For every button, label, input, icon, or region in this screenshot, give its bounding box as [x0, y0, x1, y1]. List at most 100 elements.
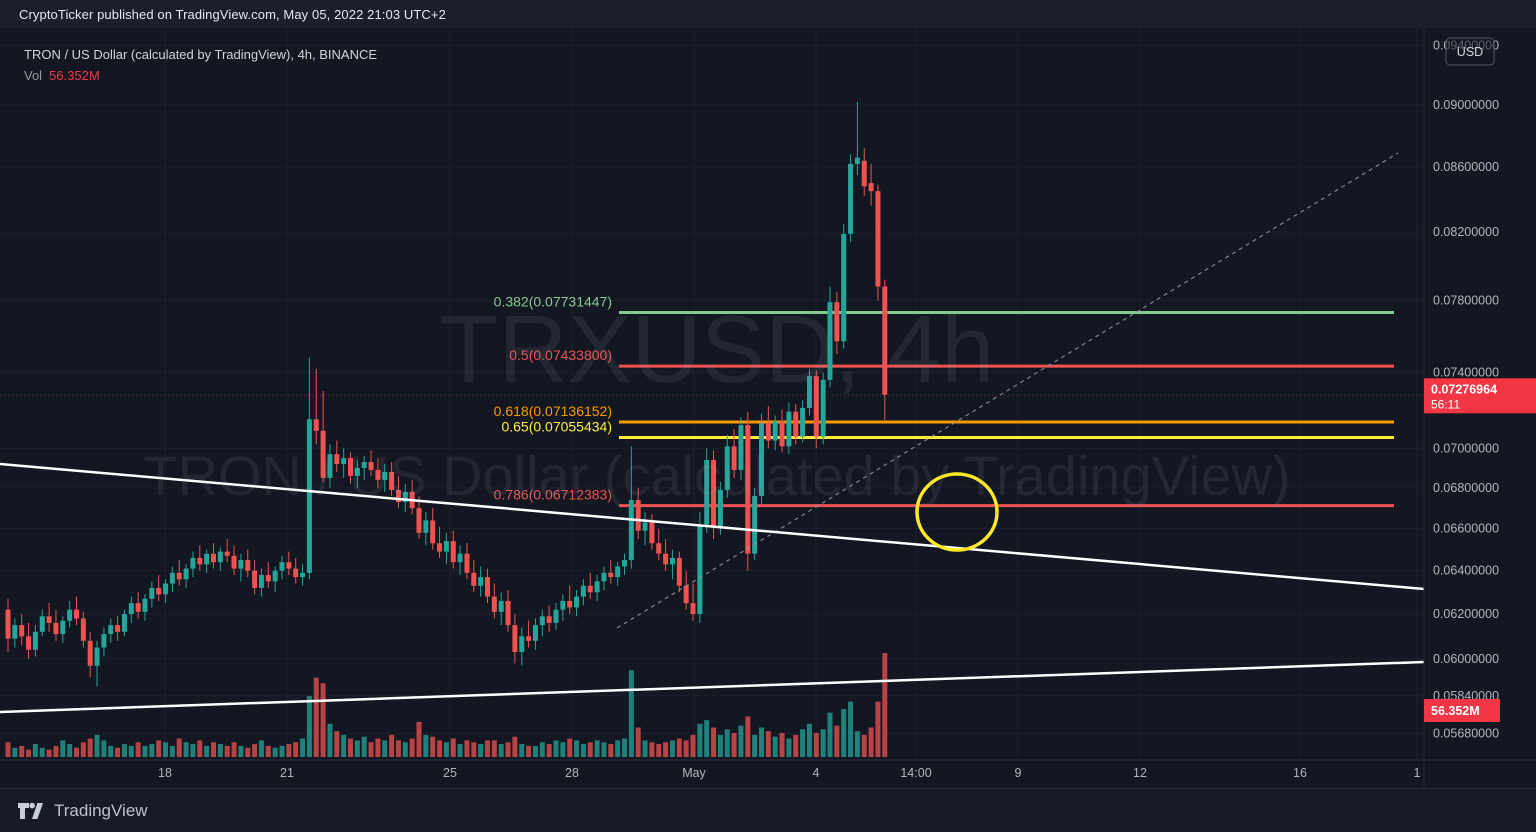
volume-bar: [478, 744, 484, 757]
volume-bar: [382, 740, 388, 757]
footer-bar: TradingView: [0, 788, 1536, 832]
highlight-circle[interactable]: [915, 472, 999, 552]
candle-body: [26, 636, 32, 650]
volume-bar: [464, 740, 470, 757]
volume-bar: [115, 747, 121, 757]
candle-body: [67, 609, 73, 621]
dashed-trendline[interactable]: [616, 152, 1399, 629]
candle-body: [854, 157, 860, 164]
candle-body: [135, 603, 141, 612]
volume-bar: [505, 742, 511, 757]
volume-bar: [327, 723, 333, 757]
volume-bar: [683, 740, 689, 757]
volume-bar: [101, 740, 107, 757]
candle-body: [690, 603, 696, 615]
volume-bar: [793, 734, 799, 757]
volume-bar: [717, 734, 723, 757]
volume-bar: [252, 744, 258, 757]
candle-body: [738, 425, 744, 470]
volume-bar: [245, 747, 251, 757]
candle-body: [676, 557, 682, 586]
fib-label-0.786: 0.786(0.06712383): [494, 487, 612, 503]
time-tick-label: 28: [565, 766, 579, 780]
volume-bar: [676, 738, 682, 757]
currency-button-bg[interactable]: [1445, 37, 1495, 66]
candle-body: [32, 631, 38, 650]
volume-bar: [231, 742, 237, 757]
candle-body: [642, 522, 648, 531]
candle-body: [5, 609, 11, 639]
candle-body: [861, 160, 867, 187]
candle-body: [848, 163, 854, 234]
volume-bar: [197, 740, 203, 757]
candle-body: [882, 286, 888, 395]
volume-bar: [108, 745, 114, 757]
currency-button[interactable]: USD: [1445, 37, 1495, 66]
tradingview-logo-icon[interactable]: [17, 799, 44, 823]
volume-bar: [238, 745, 244, 757]
volume-bar: [74, 747, 79, 757]
candle-body: [587, 585, 593, 593]
volume-tag: 56.352M: [1424, 699, 1500, 722]
candle-body: [190, 557, 196, 569]
volume-bar: [642, 740, 648, 757]
candle-body: [635, 499, 641, 531]
volume-bar: [772, 736, 778, 757]
volume-bar: [854, 731, 860, 757]
volume-label: Vol: [24, 68, 43, 83]
footer-brand-text[interactable]: TradingView: [54, 800, 148, 820]
candle-body: [327, 454, 333, 478]
candle-body: [368, 462, 374, 470]
fib-label-0.382: 0.382(0.07731447): [494, 294, 612, 310]
candle-body: [519, 636, 525, 653]
candle-body: [512, 625, 518, 653]
volume-bar: [204, 745, 210, 757]
candle-body: [354, 467, 360, 476]
candle-body: [669, 557, 675, 565]
currency-button-label: USD: [1457, 45, 1483, 59]
candle-body: [628, 499, 634, 561]
volume-bar: [861, 734, 867, 757]
volume-bar: [834, 725, 840, 757]
volume-bar: [786, 738, 792, 757]
price-tick-label: 0.07400000: [1433, 365, 1499, 379]
ascending-trendline[interactable]: [0, 660, 1425, 714]
candle-body: [245, 560, 251, 571]
time-axis[interactable]: 18 21 25 28 May 4 14:00 9 12 16 1: [158, 766, 1420, 780]
candle-body: [46, 616, 52, 623]
volume-bar: [341, 734, 347, 757]
candle-body: [224, 551, 230, 556]
volume-bar: [156, 740, 162, 757]
volume-bar: [286, 744, 292, 757]
candle-body: [341, 458, 347, 464]
candle-body: [731, 446, 737, 470]
volume-bar: [875, 701, 881, 757]
candle-body: [94, 647, 100, 666]
price-tick-label: 0.06000000: [1433, 652, 1499, 666]
volume-bar: [272, 747, 278, 757]
time-tick-label: 25: [443, 766, 457, 780]
price-tick-label: 0.08200000: [1433, 225, 1499, 239]
volume-bar: [779, 733, 785, 757]
price-tag-countdown: 56:11: [1431, 397, 1460, 411]
chart-canvas[interactable]: 0.382(0.07731447) 0.5(0.07433800) 0.618(0.…: [0, 28, 1536, 788]
volume-bar: [211, 742, 216, 757]
candle-body: [450, 541, 456, 563]
time-tick-label: 21: [280, 766, 294, 780]
volume-bar: [539, 742, 545, 757]
fib-retracement[interactable]: 0.382(0.07731447) 0.5(0.07433800) 0.618(0.…: [494, 294, 1394, 508]
candle-body: [423, 520, 429, 533]
candle-series: [5, 101, 888, 687]
candle-body: [663, 553, 669, 565]
volume-bar: [752, 734, 758, 757]
candle-body: [806, 376, 812, 408]
volume-bar: [731, 733, 737, 757]
volume-bar: [656, 744, 662, 757]
price-axis[interactable]: 0.094000000.090000000.086000000.08200000…: [1433, 39, 1499, 741]
descending-trendline[interactable]: [0, 462, 1425, 591]
candle-body: [457, 553, 463, 563]
candle-body: [471, 572, 477, 586]
volume-bar: [649, 742, 655, 757]
candle-body: [697, 524, 703, 615]
chart-legend[interactable]: TRON / US Dollar (calculated by TradingV…: [24, 44, 377, 86]
